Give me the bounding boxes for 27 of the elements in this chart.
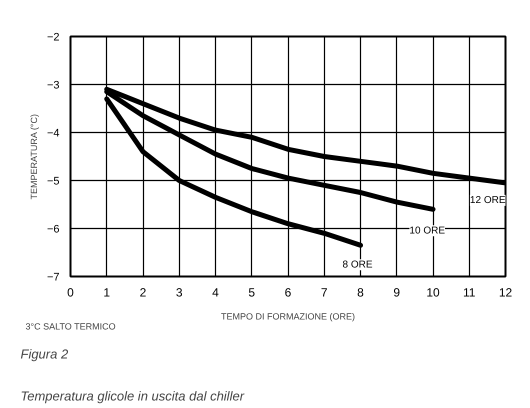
x-tick-label: 1 [103,286,110,300]
x-tick-label: 9 [393,286,400,300]
x-tick-label: 5 [248,286,256,300]
text: Temperatura glicole in uscita dal chiller [20,388,245,404]
x-tick-label: 0 [67,286,74,300]
y-tick-label: −5 [46,176,60,188]
x-tick-label: 10 [426,286,440,300]
x-tick-label: 6 [284,286,292,300]
x-tick-label: 2 [140,286,147,300]
series-label: 12 ORE [470,194,506,206]
text: Figura 2 [20,346,69,362]
x-tick-label: 12 [498,286,512,300]
y-tick-label: −6 [46,224,60,236]
y-axis-title: TEMPERATURA (°C) [28,114,39,200]
x-tick-label: 8 [357,286,364,300]
text: 3°C SALTO TERMICO [26,322,116,332]
text: 10 ORE [409,225,446,236]
y-tick-label: −3 [46,80,60,92]
y-tick-label: −4 [46,128,60,140]
x-tick-label: 7 [320,286,328,300]
x-tick-label: 3 [176,286,183,300]
series-label: 8 ORE [342,259,373,270]
y-tick-label: −7 [46,272,60,284]
y-tick-label: −2 [46,32,60,44]
x-axis-title: TEMPO DI FORMAZIONE (ORE) [221,312,355,322]
x-tick-label: 11 [463,286,476,300]
x-tick-label: 4 [212,286,220,300]
